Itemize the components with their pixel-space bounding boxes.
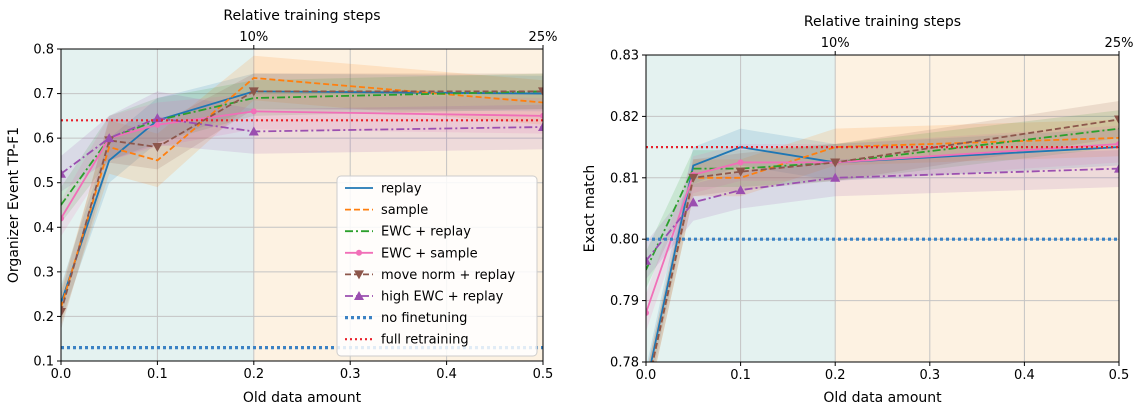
- point-high_ewc_replay: [1114, 163, 1119, 173]
- band-sample: [648, 119, 1119, 362]
- x-axis-title: Old data amount: [243, 390, 362, 406]
- point-high_ewc_replay: [104, 133, 115, 143]
- chart-organizer-event-tp-f1: 0.0 0.1 0.2 0.3 0.4 0.50.10.20.30.40.50.60.70…: [6, 8, 557, 406]
- x-tick-label: 0.5: [1109, 368, 1130, 383]
- band-ewc_sample: [646, 125, 1119, 332]
- legend-label-no_finetuning: no finetuning: [381, 311, 467, 326]
- top-tick-label: 10%: [239, 30, 268, 45]
- y-tick-label: 0.82: [610, 110, 639, 125]
- plot-frame: [645, 54, 1120, 363]
- chart-exact-match: 0.0 0.1 0.2 0.3 0.4 0.5 0.78 0.79 0.80 0.81 0.82 0.…: [582, 14, 1134, 406]
- point-high_ewc_replay: [152, 113, 163, 123]
- band-move_norm_replay: [61, 73, 543, 330]
- point-ewc_sample: [646, 309, 649, 316]
- point-move_norm_replay: [1114, 115, 1119, 125]
- point-ewc_sample: [154, 121, 161, 128]
- y-tick-label: 0.8: [33, 43, 54, 58]
- x-tick-label: 0.4: [1014, 368, 1035, 383]
- band-high_ewc_replay: [61, 91, 543, 192]
- x-tick-label: 0.1: [147, 367, 168, 382]
- y-tick-label: 0.4: [33, 221, 54, 236]
- x-tick-label: 0.0: [51, 367, 72, 382]
- y-tick-label: 0.2: [33, 310, 54, 325]
- legend-marker-move_norm_replay: [354, 270, 364, 280]
- point-high_ewc_replay: [830, 172, 841, 182]
- top-axis-title: Relative training steps: [804, 14, 961, 30]
- point-high_ewc_replay: [688, 197, 699, 207]
- y-axis-title: Organizer Event TP-F1: [6, 127, 22, 283]
- plot-frame: [60, 48, 544, 362]
- point-move_norm_replay: [735, 167, 746, 177]
- point-ewc_sample: [737, 159, 744, 166]
- legend-marker-ewc_sample: [356, 249, 362, 256]
- legend-label-sample: sample: [381, 203, 428, 218]
- legend-label-high_ewc_replay: high EWC + replay: [381, 290, 504, 305]
- y-tick-label: 0.3: [33, 265, 54, 280]
- legend-label-replay: replay: [381, 182, 422, 197]
- point-move_norm_replay: [61, 307, 66, 317]
- series-line-move_norm_replay: [651, 118, 1119, 362]
- point-move_norm_replay: [152, 143, 163, 153]
- point-move_norm_replay: [830, 158, 841, 168]
- y-tick-label: 0.1: [33, 355, 54, 370]
- point-move_norm_replay: [248, 87, 259, 97]
- x-axis-title: Old data amount: [823, 390, 942, 406]
- legend-box: [336, 175, 538, 357]
- band-move_norm_replay: [648, 101, 1119, 362]
- top-axis-title: Relative training steps: [223, 8, 380, 24]
- x-tick-label: 0.2: [243, 367, 264, 382]
- series-line-sample: [61, 77, 543, 308]
- y-tick-label: 0.79: [610, 294, 639, 309]
- x-tick-label: 0.3: [919, 368, 940, 383]
- point-ewc_sample: [1116, 141, 1119, 148]
- legend-marker-high_ewc_replay: [354, 291, 364, 300]
- y-tick-label: 0.83: [610, 49, 639, 64]
- point-move_norm_replay: [538, 87, 543, 97]
- plot-area: [641, 101, 1119, 398]
- point-move_norm_replay: [641, 389, 651, 398]
- y-tick-label: 0.5: [33, 176, 54, 191]
- point-high_ewc_replay: [735, 185, 746, 195]
- x-tick-label: 0.4: [436, 367, 457, 382]
- top-tick-label: 10%: [821, 36, 850, 51]
- band-sample: [61, 55, 543, 326]
- y-tick-label: 0.78: [610, 356, 639, 371]
- legend-label-ewc_replay: EWC + replay: [381, 225, 471, 240]
- x-tick-label: 0.1: [730, 368, 751, 383]
- legend-label-ewc_sample: EWC + sample: [381, 246, 478, 261]
- point-ewc_sample: [61, 215, 64, 222]
- point-move_norm_replay: [688, 173, 699, 183]
- band-ewc_sample: [61, 93, 543, 237]
- legend-label-move_norm_replay: move norm + replay: [381, 268, 515, 283]
- top-tick-label: 25%: [529, 30, 558, 45]
- region-right: [835, 55, 1119, 362]
- point-high_ewc_replay: [646, 255, 651, 265]
- top-tick-label: 25%: [1105, 36, 1134, 51]
- band-high_ewc_replay: [646, 150, 1119, 280]
- y-tick-label: 0.80: [610, 233, 639, 248]
- y-tick-label: 0.6: [33, 132, 54, 147]
- point-ewc_sample: [540, 112, 543, 119]
- x-tick-label: 0.5: [533, 367, 554, 382]
- x-tick-label: 0.2: [825, 368, 846, 383]
- plot-area: [61, 55, 543, 350]
- legend: replay sample EWC + replay EWC + sample move…: [336, 175, 538, 357]
- x-tick-label: 0.0: [636, 368, 657, 383]
- point-high_ewc_replay: [248, 126, 259, 136]
- legend-label-full_retraining: full retraining: [381, 333, 469, 348]
- band-ewc_replay: [646, 110, 1119, 289]
- y-tick-label: 0.81: [610, 171, 639, 186]
- point-high_ewc_replay: [61, 168, 66, 178]
- y-axis-title: Exact match: [582, 165, 598, 253]
- point-high_ewc_replay: [538, 122, 543, 131]
- x-tick-label: 0.3: [340, 367, 361, 382]
- point-ewc_sample: [250, 108, 257, 115]
- y-tick-label: 0.7: [33, 87, 54, 102]
- band-ewc_replay: [61, 73, 543, 223]
